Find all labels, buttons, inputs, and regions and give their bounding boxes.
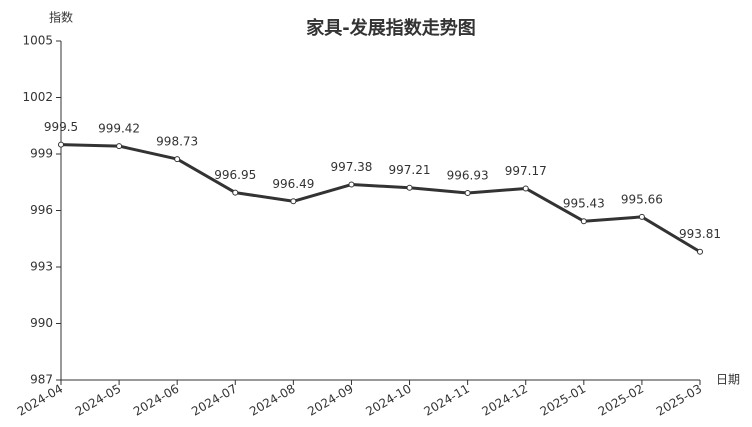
point — [174, 156, 181, 163]
data-label: 999.5 — [44, 120, 78, 134]
data-label: 998.73 — [156, 135, 198, 149]
x-tick-label: 2024-10 — [363, 382, 413, 419]
point — [464, 189, 471, 196]
y-tick-label: 1005 — [22, 34, 53, 48]
point — [58, 141, 64, 148]
point — [580, 218, 587, 225]
x-axis-label: 日期 — [716, 373, 740, 387]
x-tick-label: 2025-03 — [654, 382, 704, 419]
point — [522, 185, 529, 192]
y-axis-label: 指数 — [49, 10, 73, 25]
y-tick-label: 999 — [30, 147, 53, 161]
data-label: 996.93 — [447, 168, 489, 182]
x-tick-label: 2024-04 — [15, 382, 65, 419]
x-tick-label: 2025-01 — [538, 382, 588, 419]
x-tick-label: 2024-08 — [247, 382, 297, 419]
point — [406, 184, 413, 191]
point — [638, 213, 645, 220]
x-tick-label: 2024-07 — [189, 382, 239, 419]
point — [697, 248, 703, 255]
data-label: 997.17 — [505, 164, 547, 178]
chart-title: 家具-发展指数走势图 — [306, 17, 475, 39]
data-label: 996.95 — [214, 168, 256, 182]
x-tick-label: 2024-05 — [73, 382, 123, 419]
x-tick-label: 2024-06 — [131, 382, 181, 419]
y-tick-label: 1002 — [22, 90, 53, 104]
y-tick-label: 987 — [30, 373, 53, 387]
point — [290, 198, 297, 205]
data-label: 996.49 — [272, 177, 314, 191]
data-label: 997.38 — [330, 160, 372, 174]
point — [116, 143, 123, 150]
data-label: 999.42 — [98, 122, 140, 136]
x-tick-label: 2024-11 — [421, 382, 471, 419]
point — [232, 189, 239, 196]
y-tick-label: 993 — [30, 260, 53, 274]
data-label: 997.21 — [389, 163, 431, 177]
data-label: 995.66 — [621, 192, 663, 206]
data-label: 995.43 — [563, 197, 605, 211]
line — [60, 143, 701, 254]
x-tick-label: 2024-12 — [480, 382, 530, 419]
data-label: 993.81 — [679, 227, 721, 241]
x-tick-label: 2025-02 — [596, 382, 646, 419]
point — [348, 181, 355, 188]
x-tick-label: 2024-09 — [305, 382, 355, 419]
y-tick-label: 996 — [30, 203, 53, 217]
y-tick-label: 990 — [30, 316, 53, 330]
